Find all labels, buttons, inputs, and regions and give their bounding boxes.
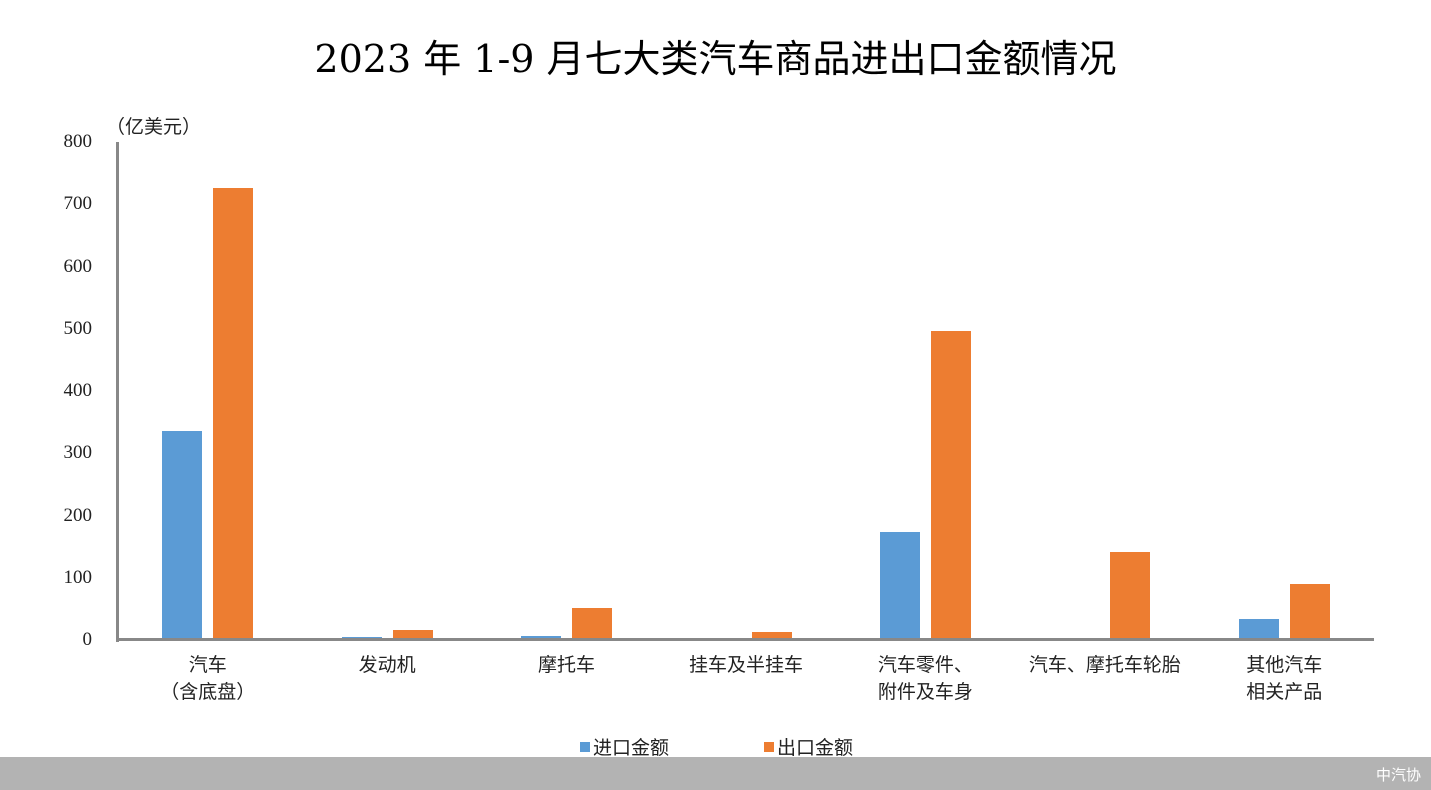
legend-swatch-import: [580, 741, 590, 752]
export-bar: [572, 608, 613, 640]
y-tick-label: 700: [63, 193, 93, 215]
y-tick-label: 800: [63, 131, 93, 152]
footer-bar: 中汽协: [0, 757, 1431, 790]
import-bar: [162, 430, 203, 640]
legend-label-export: 出口金额: [777, 737, 854, 759]
y-tick-label: 100: [63, 566, 93, 588]
export-bar: [930, 330, 971, 640]
y-tick-label: 600: [63, 255, 93, 277]
y-tick-label: 300: [63, 442, 93, 464]
import-bar: [1238, 618, 1279, 640]
export-bar: [213, 188, 254, 640]
x-tick-label-line: 汽车、摩托车轮胎: [1028, 654, 1181, 676]
x-tick-label: 汽车、摩托车轮胎: [1015, 652, 1195, 679]
x-tick-label-line: 相关产品: [1246, 681, 1323, 703]
chart-title: 2023 年 1-9 月七大类汽车商品进出口金额情况: [314, 37, 1117, 81]
y-tick-label: 0: [82, 629, 93, 650]
x-tick-label: 汽车 （含底盘）: [118, 652, 298, 706]
legend-item-export: 出口金额: [764, 733, 853, 760]
x-tick-label-line: 附件及车身: [877, 681, 973, 703]
legend-item-import: 进口金额: [580, 733, 669, 760]
x-tick-label-line: 汽车零件、: [877, 654, 973, 676]
export-bar: [1289, 583, 1330, 640]
y-tick-label: 400: [63, 380, 93, 401]
x-tick-label-line: （含底盘）: [160, 681, 256, 703]
x-tick-label-line: 发动机: [358, 654, 416, 676]
y-axis-unit-label: （亿美元）: [106, 116, 202, 138]
export-bar: [751, 631, 792, 640]
import-bar: [879, 531, 920, 640]
x-axis-line: [116, 638, 1374, 641]
y-tick-label: 200: [63, 504, 93, 526]
x-tick-label: 其他汽车 相关产品: [1194, 652, 1374, 706]
x-tick-label-line: 汽车: [188, 654, 227, 676]
x-tick-label-line: 挂车及半挂车: [688, 654, 803, 676]
export-bar: [1110, 551, 1151, 640]
x-tick-label: 汽车零件、附件及车身: [835, 652, 1015, 706]
x-tick-label: 发动机: [297, 652, 477, 679]
y-axis-line: [116, 142, 119, 642]
source-label: 中汽协: [1375, 766, 1421, 784]
y-tick-label: 500: [63, 317, 93, 339]
legend: 进口金额 出口金额: [0, 733, 1431, 760]
x-tick-label: 挂车及半挂车: [656, 652, 836, 679]
x-tick-label: 摩托车: [477, 652, 657, 679]
x-tick-label-line: 其他汽车: [1246, 654, 1323, 676]
legend-label-import: 进口金额: [593, 737, 670, 759]
x-tick-label-line: 摩托车: [538, 654, 596, 676]
export-bar: [392, 630, 433, 640]
legend-swatch-export: [764, 741, 774, 752]
